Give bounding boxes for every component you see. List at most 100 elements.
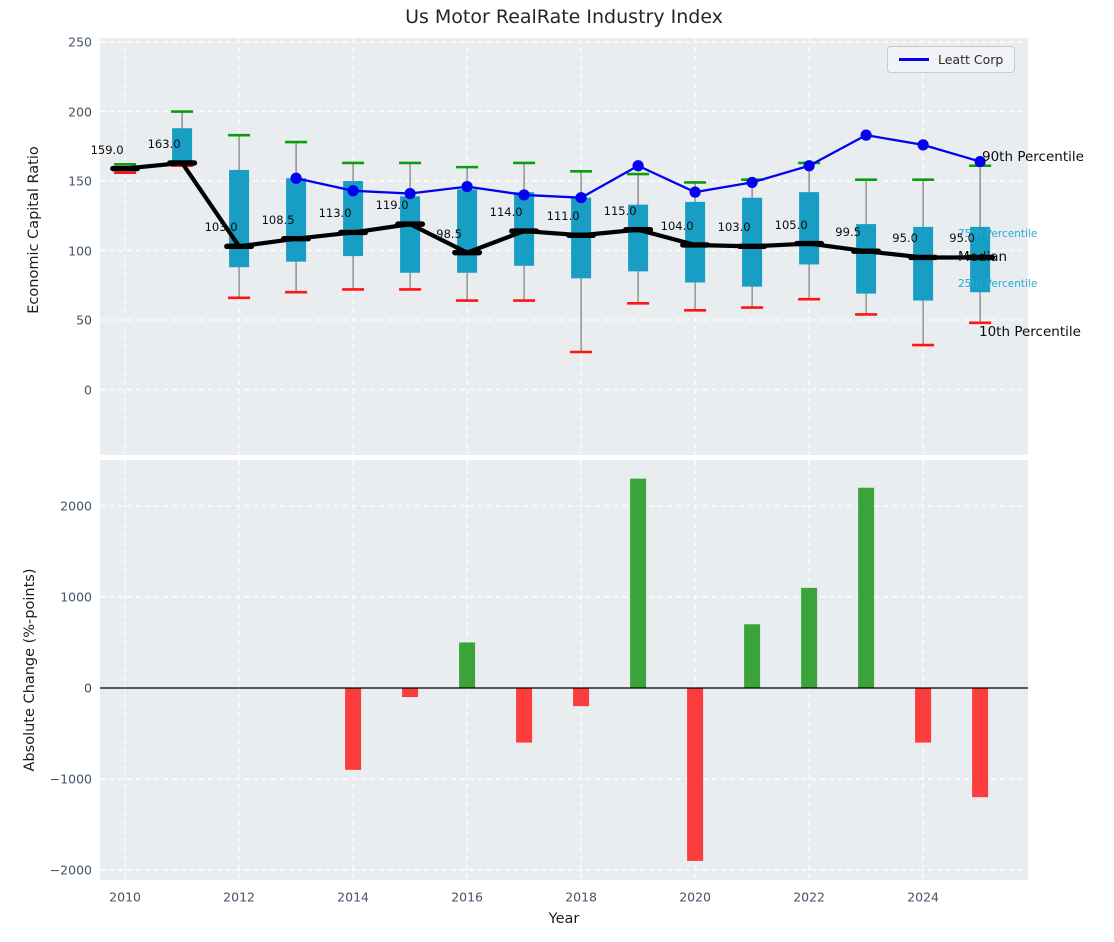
y-axis-tick-label: −1000 — [49, 771, 92, 787]
leatt-point — [917, 139, 929, 151]
median-marker — [281, 236, 312, 242]
bar — [630, 478, 647, 688]
leatt-point — [518, 189, 530, 201]
y-axis-tick-label: 200 — [68, 104, 92, 120]
median-value-label: 98.5 — [436, 226, 462, 241]
legend-line-sample-icon — [899, 58, 929, 61]
median-value-label: 103.0 — [717, 220, 751, 235]
y-axis-tick-label: 0 — [84, 680, 92, 696]
median-marker — [566, 232, 597, 238]
median-value-label: 104.0 — [660, 218, 694, 233]
median-value-label: 99.5 — [835, 225, 861, 240]
y-axis-tick-label: 100 — [68, 243, 92, 259]
bar — [573, 687, 590, 707]
y-axis-tick-label: 1000 — [60, 589, 92, 605]
median-marker — [224, 243, 255, 250]
leatt-point — [860, 129, 872, 141]
median-value-label: 108.5 — [261, 212, 295, 227]
leatt-point — [347, 185, 359, 197]
median-value-label: 95.0 — [949, 231, 975, 246]
legend-label: Leatt Corp — [938, 52, 1004, 67]
median-marker — [851, 248, 882, 254]
bar — [345, 687, 362, 770]
leatt-point — [404, 187, 416, 200]
leatt-point — [575, 192, 587, 204]
x-axis-tick-label: 2018 — [565, 889, 597, 905]
chart-title: Us Motor RealRate Industry Index — [405, 6, 723, 28]
median-value-label: 111.0 — [546, 209, 580, 224]
median-value-label: 159.0 — [90, 142, 124, 157]
box — [685, 201, 706, 283]
bar — [459, 642, 476, 688]
median-line — [124, 160, 981, 260]
top-y-axis-label: Economic Capital Ratio — [26, 146, 42, 314]
box — [343, 181, 364, 257]
median-marker — [965, 254, 996, 261]
bar — [402, 687, 419, 698]
leatt-point — [689, 186, 701, 198]
median-marker — [395, 221, 426, 227]
x-axis-label: Year — [548, 911, 580, 927]
median-marker — [680, 242, 711, 248]
median-marker — [110, 165, 141, 172]
x-axis-tick-label: 2014 — [337, 889, 369, 905]
annotation-75th-percentile: 75th Percentile — [958, 228, 1038, 240]
box — [571, 197, 592, 279]
median-value-label: 103.0 — [204, 220, 238, 235]
y-axis-tick-label: −2000 — [49, 862, 92, 878]
y-axis-tick-label: 150 — [68, 173, 92, 189]
median-marker — [509, 228, 540, 234]
y-axis-tick-label: 0 — [84, 382, 92, 398]
box — [628, 204, 649, 272]
box — [172, 128, 193, 162]
median-marker — [737, 243, 768, 250]
bar — [687, 687, 704, 861]
leatt-point — [803, 160, 815, 172]
bar — [972, 687, 989, 798]
bar — [744, 624, 761, 688]
box — [742, 197, 763, 287]
x-axis-tick-label: 2010 — [109, 889, 141, 905]
median-marker — [623, 226, 654, 233]
x-axis-tick-label: 2024 — [907, 889, 940, 905]
annotation-10th-percentile: 10th Percentile — [979, 324, 1081, 340]
median-marker — [908, 254, 939, 261]
annotation-90th-percentile: 90th Percentile — [982, 149, 1084, 165]
median-value-label: 114.0 — [489, 205, 523, 220]
leatt-point — [746, 176, 758, 189]
median-value-label: 119.0 — [375, 198, 409, 213]
median-value-label: 105.0 — [774, 217, 808, 232]
x-axis-tick-label: 2020 — [679, 889, 711, 905]
median-marker — [167, 160, 198, 166]
y-axis-tick-label: 50 — [76, 312, 92, 328]
median-value-label: 115.0 — [603, 203, 637, 218]
median-marker — [794, 240, 825, 247]
x-axis-tick-label: 2022 — [793, 889, 826, 905]
bar — [801, 587, 818, 688]
y-axis-tick-label: 250 — [68, 34, 92, 50]
box — [856, 224, 877, 294]
box — [229, 169, 250, 268]
box — [400, 196, 421, 273]
median-value-label: 95.0 — [892, 231, 918, 246]
leatt-point — [290, 172, 302, 184]
y-axis-tick-label: 2000 — [60, 498, 92, 514]
median-marker — [338, 229, 369, 236]
x-axis-tick-label: 2012 — [223, 889, 255, 905]
bar — [858, 487, 875, 688]
leatt-point — [632, 160, 644, 172]
legend: Leatt Corp — [887, 46, 1016, 73]
median-value-label: 163.0 — [147, 136, 181, 151]
box — [913, 226, 934, 301]
bar — [516, 687, 533, 743]
bar — [915, 687, 932, 743]
median-marker — [452, 249, 483, 256]
annotation-25th-percentile: 25th Percentile — [958, 278, 1038, 290]
leatt-point — [974, 155, 986, 168]
annotation-median: Median — [958, 249, 1008, 265]
x-axis-tick-label: 2016 — [451, 889, 483, 905]
median-value-label: 113.0 — [318, 206, 352, 221]
leatt-point — [461, 180, 473, 193]
